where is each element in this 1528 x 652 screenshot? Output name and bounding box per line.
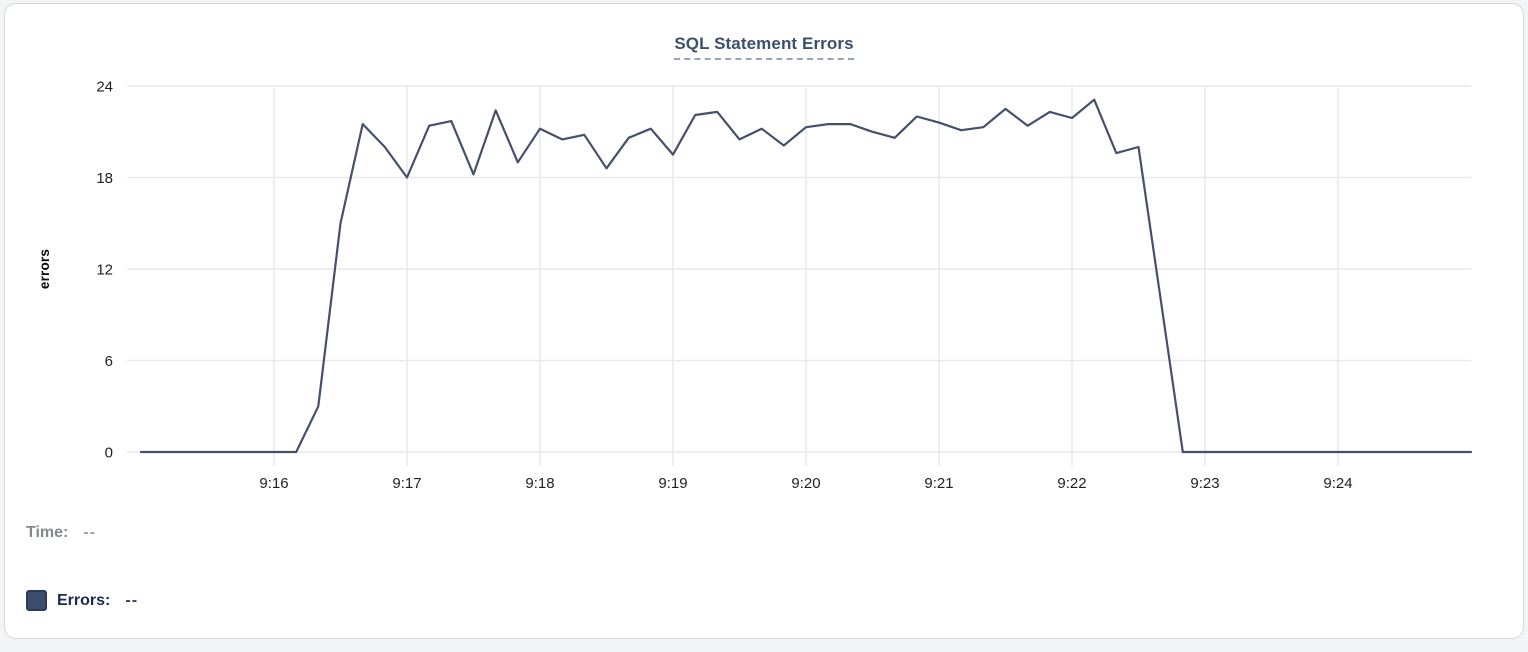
y-tick-label: 6	[105, 353, 113, 370]
sql-errors-chart-canvas[interactable]: 0 6 12 18 24 9:16 9:17 9:18 9:19 9:20 9:21 9:22 9:23…	[5, 4, 1525, 509]
y-axis-label: errors	[37, 249, 52, 289]
legend-item-errors[interactable]: Errors: --	[26, 590, 138, 611]
time-value: --	[83, 524, 97, 541]
y-tick-label: 12	[96, 262, 113, 279]
x-tick-label: 9:19	[658, 475, 687, 492]
errors-series-swatch[interactable]	[26, 590, 47, 611]
chart-title[interactable]: SQL Statement Errors	[674, 34, 854, 60]
x-tick-label: 9:18	[525, 475, 554, 492]
time-label: Time:	[26, 524, 69, 541]
x-tick-label: 9:24	[1323, 475, 1352, 492]
errors-label: Errors:	[57, 591, 111, 609]
x-tick-label: 9:20	[791, 475, 820, 492]
x-tick-label: 9:21	[924, 475, 953, 492]
x-tick-label: 9:22	[1057, 475, 1086, 492]
x-tick-label: 9:23	[1190, 475, 1219, 492]
errors-value: --	[125, 591, 139, 609]
readout-time-row: Time: --	[26, 524, 96, 542]
y-tick-label: 24	[96, 79, 113, 96]
errors-series-line[interactable]	[139, 98, 1473, 454]
chart-header: SQL Statement Errors	[5, 34, 1523, 60]
x-tick-label: 9:16	[259, 475, 288, 492]
y-tick-label: 18	[96, 170, 113, 187]
chart-card: SQL Statement Errors 0 6 12 18 24 9:16 9:17 9:1…	[4, 3, 1524, 639]
y-tick-label: 0	[105, 445, 113, 462]
x-tick-label: 9:17	[392, 475, 421, 492]
